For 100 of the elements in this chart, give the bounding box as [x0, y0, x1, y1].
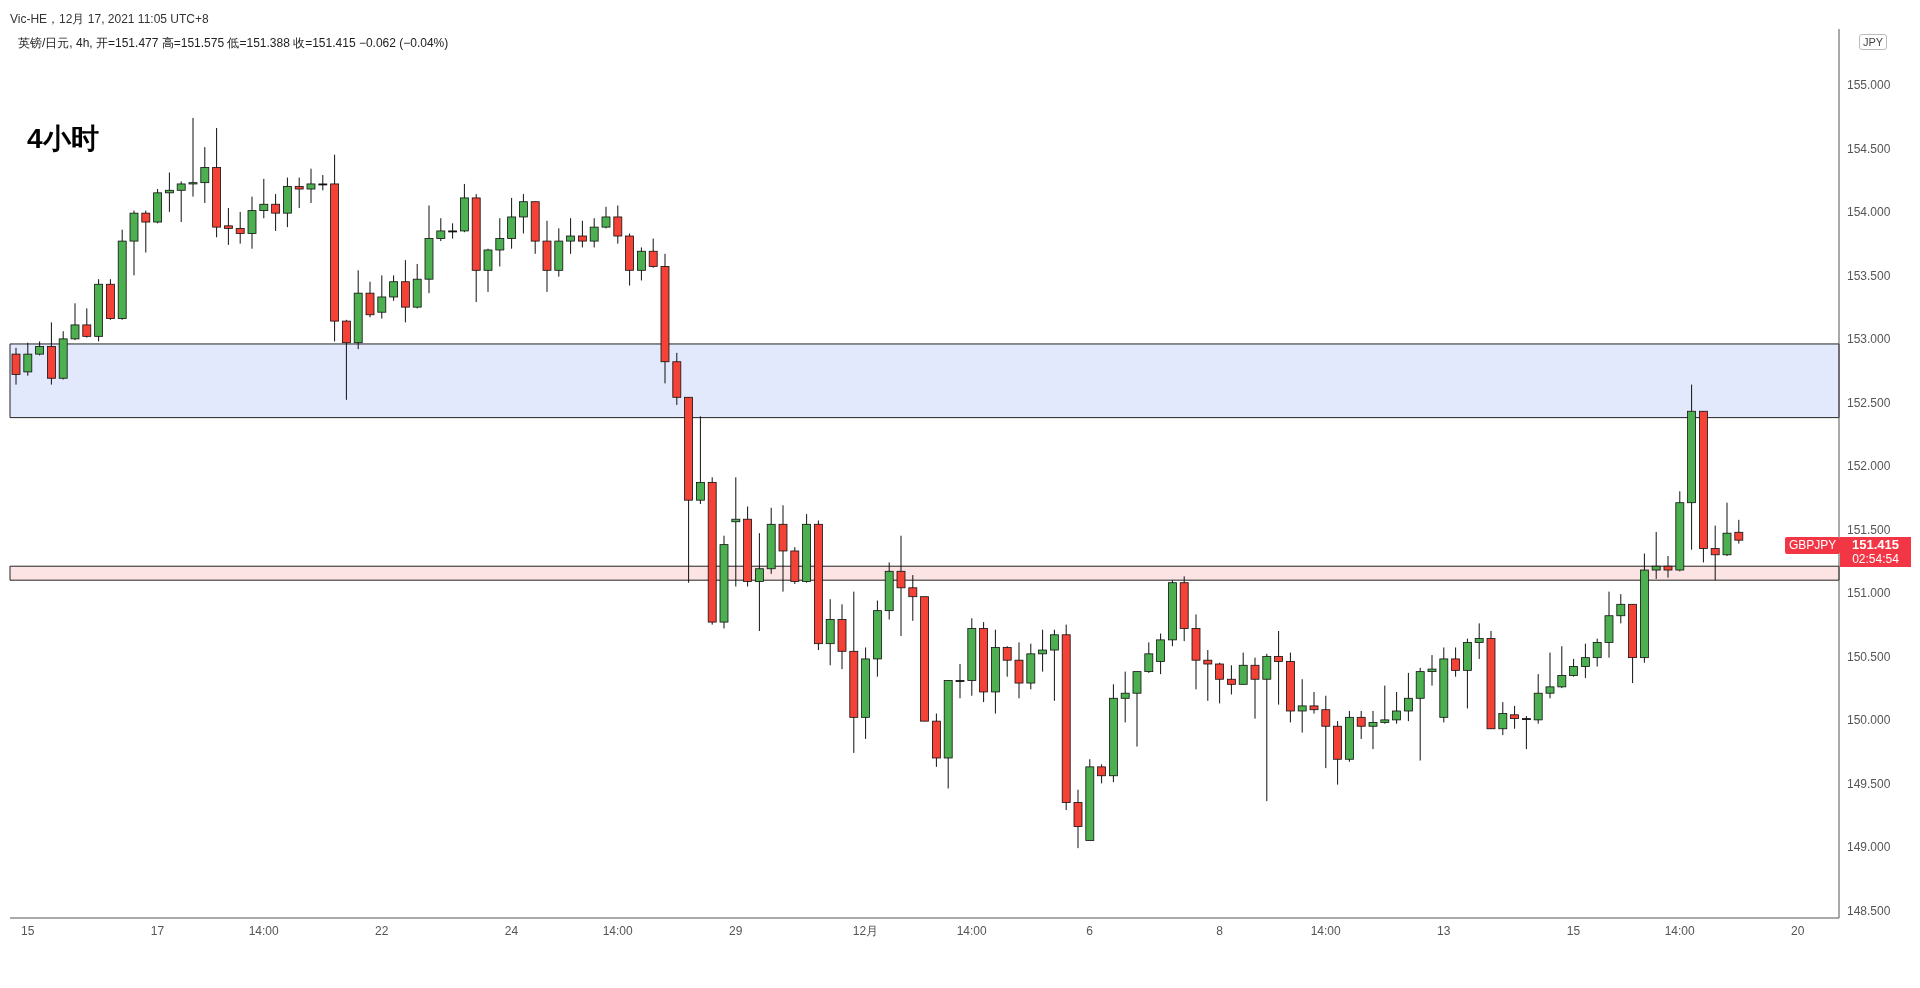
candlestick [1250, 657, 1260, 720]
candlestick [176, 180, 186, 223]
candlestick [1274, 630, 1283, 706]
candlestick [1156, 633, 1165, 675]
candlestick [1522, 715, 1531, 750]
candlestick [82, 307, 92, 339]
candlestick [566, 217, 575, 255]
y-tick-label: 154.500 [1847, 141, 1891, 156]
x-tick-label: 20 [1791, 923, 1805, 938]
candlestick [1238, 652, 1248, 685]
text: 英镑/日元, 4h, 开=151.477 高=151.575 低=151.388 收=151.415 −0.062 (−0.04%) [18, 35, 449, 52]
candlestick [271, 193, 280, 232]
candlestick [224, 207, 233, 246]
x-tick-label: 17 [150, 923, 165, 938]
y-tick-label: 154.000 [1847, 205, 1891, 220]
candlestick [1262, 653, 1272, 802]
text: 151.415 [1840, 537, 1911, 553]
candlestick [1038, 629, 1047, 673]
y-tick-label: 150.000 [1847, 713, 1891, 728]
candlestick [342, 319, 351, 401]
candlestick [294, 177, 304, 209]
candlestick [731, 476, 741, 588]
text: 4小时 [27, 122, 99, 156]
candlestick [1356, 710, 1366, 740]
candlestick [389, 274, 398, 302]
candlestick [483, 248, 493, 293]
text: 02:54:54 [1840, 552, 1911, 568]
candlestick [1014, 641, 1024, 699]
annotation: GBPJPY [1785, 537, 1841, 555]
candlestick [1215, 662, 1224, 704]
candlestick [1474, 622, 1484, 660]
candlestick [259, 178, 269, 219]
candlestick [896, 535, 906, 637]
candlestick [23, 342, 33, 377]
candlestick [1557, 645, 1567, 689]
y-tick-label: 155.000 [1847, 78, 1891, 93]
candlestick [637, 246, 646, 281]
candlestick [436, 217, 446, 242]
candlestick [1545, 652, 1555, 699]
candlestick [235, 211, 245, 245]
candlestick [589, 217, 599, 248]
x-tick-label: 13 [1437, 923, 1451, 938]
candlestick [1132, 671, 1142, 748]
candlestick [1297, 678, 1307, 734]
x-tick-label: 15 [1566, 923, 1581, 938]
candlestick [11, 347, 21, 386]
candlestick [908, 574, 918, 622]
y-tick-label: 151.000 [1847, 586, 1891, 601]
x-tick-label: 29 [729, 923, 743, 938]
candlestick [1321, 695, 1331, 769]
candlestick [1651, 531, 1661, 580]
candlestick [247, 196, 257, 250]
y-tick-label: 148.500 [1847, 903, 1891, 918]
candlestick [1097, 763, 1106, 784]
candlestick [1050, 629, 1059, 702]
candlestick [1451, 646, 1460, 678]
candlestick [1510, 705, 1519, 730]
text: Vic-HE，12月 17, 2021 11:05 UTC+8 [10, 11, 209, 28]
candlestick [1722, 502, 1732, 557]
candlestick [1309, 691, 1319, 715]
candlestick [1144, 641, 1154, 674]
candlestick [507, 197, 516, 250]
candlestick [955, 663, 965, 699]
candlestick [1404, 672, 1413, 722]
candlestick [613, 205, 623, 245]
y-tick-label: 150.500 [1847, 649, 1891, 664]
y-tick-label: 152.500 [1847, 395, 1891, 410]
candlestick [1592, 638, 1602, 668]
candlestick [1616, 593, 1626, 624]
text: JPY [1859, 34, 1888, 50]
candlestick [1368, 710, 1378, 750]
candlestick [200, 146, 210, 204]
x-tick-label: 14:00 [602, 923, 634, 938]
x-tick-label: 12月 [852, 923, 879, 938]
candlestick [1227, 664, 1236, 695]
x-tick-label: 14:00 [1310, 923, 1342, 938]
candlestick [1663, 555, 1673, 579]
candlestick [755, 532, 764, 632]
candlestick [377, 274, 387, 320]
x-tick-label: 8 [1216, 923, 1224, 938]
candlestick [365, 281, 375, 318]
y-tick-label: 152.000 [1847, 459, 1891, 474]
candlestick [70, 302, 80, 341]
candlestick [1734, 519, 1744, 545]
candlestick [306, 168, 316, 204]
x-tick-label: 14:00 [248, 923, 280, 938]
x-tick-label: 6 [1086, 923, 1094, 938]
candlestick [578, 220, 587, 248]
candlestick [1203, 649, 1213, 702]
candlestick [1710, 525, 1720, 581]
x-tick-label: 14:00 [956, 923, 988, 938]
candlestick [648, 238, 658, 269]
x-tick-label: 22 [375, 923, 389, 938]
y-tick-label: 153.500 [1847, 268, 1891, 283]
y-tick-label: 149.500 [1847, 776, 1891, 791]
candlestick [165, 172, 174, 213]
candlestick [1581, 643, 1590, 679]
x-tick-label: 15 [21, 923, 35, 938]
candlestick [1002, 645, 1012, 678]
candlestick [1498, 701, 1508, 736]
